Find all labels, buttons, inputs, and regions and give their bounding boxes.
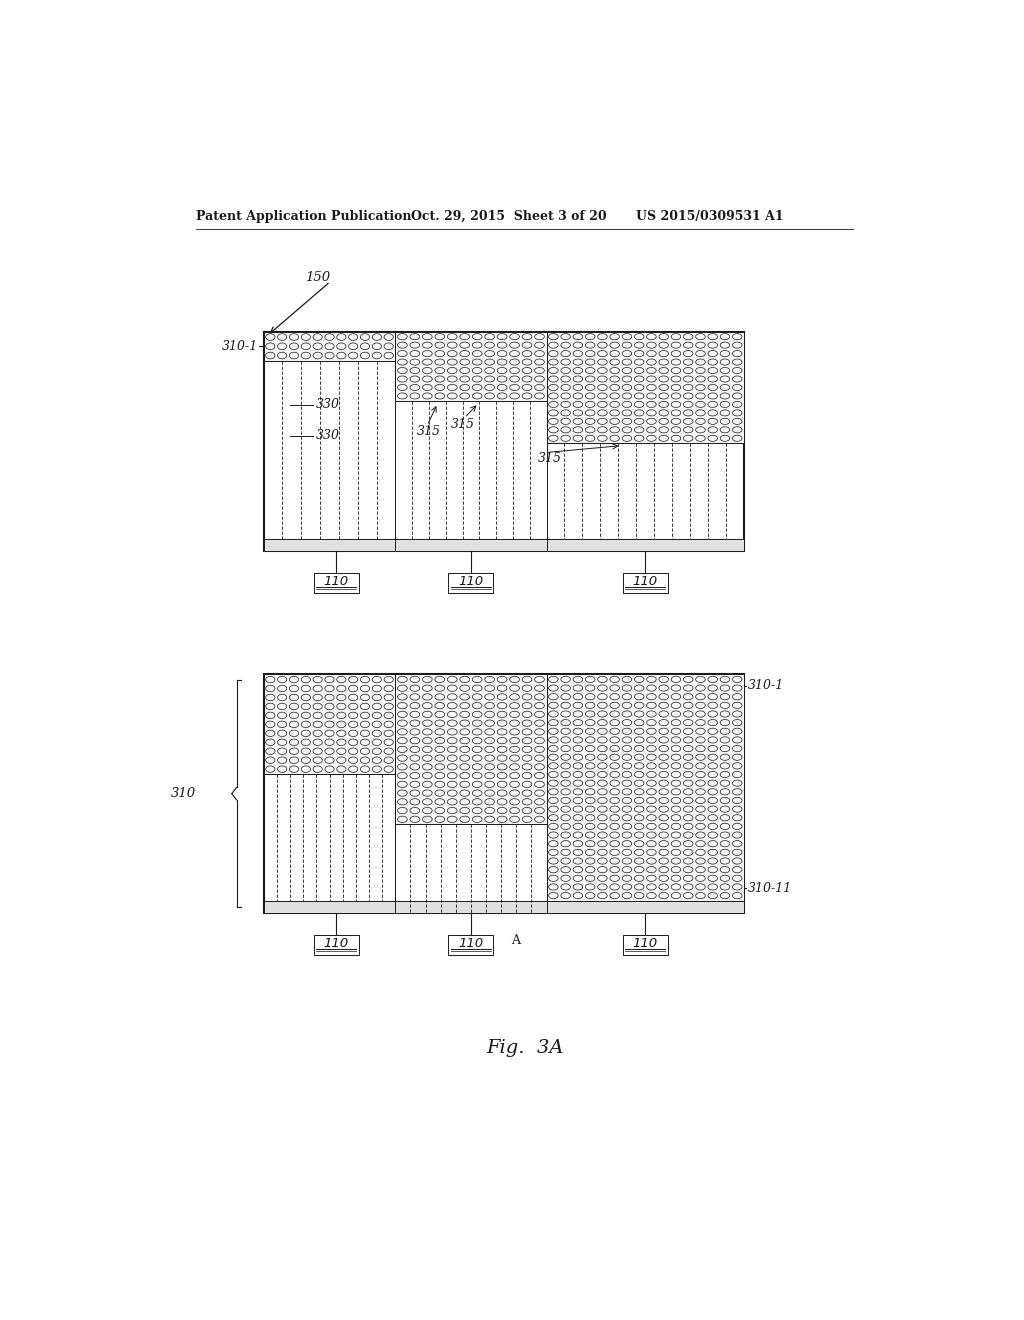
Bar [263,900,744,913]
Text: 110: 110 [633,574,657,587]
Text: 110: 110 [324,936,348,949]
Text: 110: 110 [459,574,483,587]
Bar [263,331,395,360]
Text: Patent Application Publication: Patent Application Publication [197,210,412,223]
Text: 110: 110 [459,936,483,949]
Bar [623,935,668,954]
Bar [263,675,744,913]
Bar [313,573,358,593]
Text: 330: 330 [316,399,340,412]
Text: Fig.  3A: Fig. 3A [486,1039,563,1057]
Text: Oct. 29, 2015  Sheet 3 of 20: Oct. 29, 2015 Sheet 3 of 20 [411,210,606,223]
Bar [313,935,358,954]
Bar [547,675,744,900]
Bar [449,935,494,954]
Text: 330: 330 [316,429,340,442]
Bar [263,675,395,775]
Text: 310-1: 310-1 [748,680,784,693]
Bar [547,331,744,444]
Text: A: A [511,933,520,946]
Bar [395,825,547,913]
Bar [395,331,547,401]
Bar [623,573,668,593]
Text: 315: 315 [417,425,440,438]
Text: 110: 110 [324,574,348,587]
Text: US 2015/0309531 A1: US 2015/0309531 A1 [636,210,783,223]
Text: 310-1: 310-1 [222,339,258,352]
Text: 310-11: 310-11 [748,882,793,895]
Bar [449,573,494,593]
Text: 315: 315 [451,417,475,430]
Text: 310: 310 [171,787,197,800]
Bar [395,675,547,825]
Text: 110: 110 [633,936,657,949]
Bar [263,331,744,552]
Text: 315: 315 [538,453,561,465]
Text: 150: 150 [305,271,330,284]
Bar [263,539,744,552]
